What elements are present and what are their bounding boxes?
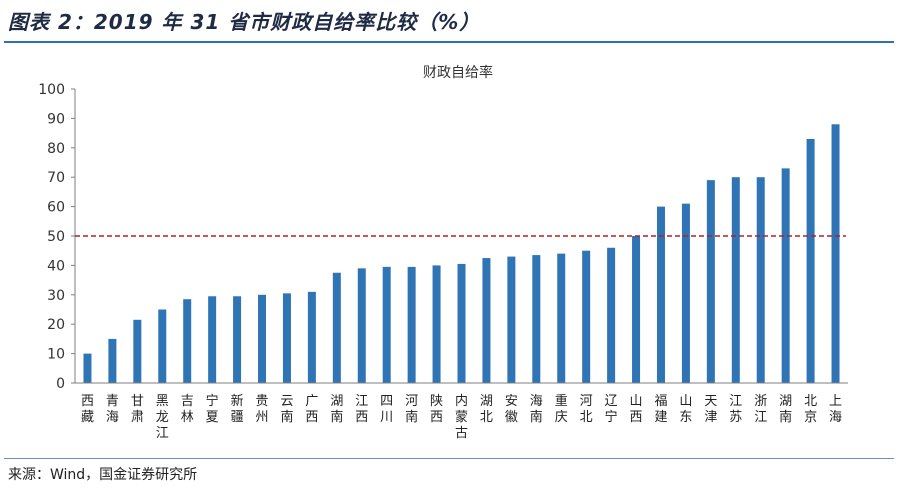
x-category-label: 天津: [704, 394, 717, 425]
y-tick-label: 30: [47, 288, 65, 304]
bar: [706, 180, 715, 383]
x-category-label: 福建: [654, 394, 667, 425]
bar: [831, 124, 840, 383]
x-category-label: 山东: [679, 394, 692, 425]
bar: [208, 296, 217, 383]
bar: [382, 266, 391, 383]
x-category-label: 新疆: [231, 393, 244, 425]
x-category-label: 西藏: [81, 394, 94, 425]
x-category-label: 安徽: [505, 394, 518, 425]
bar: [108, 338, 117, 383]
bar: [407, 266, 416, 383]
source-note: 来源：Wind，国金证券研究所: [8, 467, 198, 483]
y-tick-label: 0: [56, 376, 65, 392]
x-category-label: 江苏: [729, 394, 742, 425]
x-category-label: 广西: [305, 394, 318, 425]
chart-title: 财政自给率: [423, 64, 493, 81]
bar: [307, 291, 316, 383]
y-tick-label: 10: [47, 347, 65, 363]
figure-header: 图表 2：2019 年 31 省市财政自给率比较（%）: [0, 0, 898, 44]
bar: [258, 294, 267, 383]
x-category-label: 辽宁: [605, 394, 618, 425]
bar: [357, 268, 366, 383]
y-axis: 0 10 20 30 40 50 60 70 80 90 100: [38, 82, 76, 392]
figure-title: 图表 2：2019 年 31 省市财政自给率比较（%）: [8, 10, 481, 34]
bar: [83, 353, 92, 383]
x-category-label: 山西: [630, 394, 643, 425]
x-category-label: 甘肃: [131, 394, 144, 425]
x-category-label: 浙江: [754, 394, 767, 425]
bar: [731, 177, 740, 383]
footer-divider: [4, 458, 894, 459]
bar-series: [83, 124, 840, 383]
y-tick-label: 70: [47, 170, 65, 186]
x-category-label: 湖南: [330, 394, 343, 425]
x-category-label: 海南: [530, 394, 543, 425]
bar: [532, 255, 541, 383]
bar: [158, 309, 167, 383]
bar: [233, 296, 242, 383]
bar: [806, 138, 815, 383]
x-category-label: 湖南: [779, 394, 792, 425]
x-category-label: 湖北: [480, 394, 493, 425]
y-tick-label: 100: [38, 82, 65, 98]
x-category-label: 内蒙古: [455, 393, 468, 441]
bar: [332, 272, 341, 383]
x-category-label: 云南: [280, 394, 293, 425]
bar: [582, 250, 591, 383]
x-category-label: 江西: [355, 394, 368, 425]
y-tick-label: 90: [47, 111, 65, 127]
y-tick-label: 80: [47, 141, 65, 157]
x-category-label: 贵州: [256, 394, 269, 425]
bar: [557, 253, 566, 383]
y-tick-label: 40: [47, 258, 65, 274]
x-axis: 西藏青海甘肃黑龙江吉林宁夏新疆贵州云南广西湖南江西四川河南陕西内蒙古湖北安徽海南…: [75, 382, 848, 441]
bar: [756, 177, 765, 383]
x-category-label: 宁夏: [206, 393, 219, 425]
x-category-label: 河北: [580, 394, 593, 425]
bar: [457, 263, 466, 383]
x-category-label: 四川: [380, 394, 393, 425]
x-category-label: 陕西: [430, 394, 443, 425]
bar: [482, 258, 491, 383]
x-category-label: 吉林: [181, 394, 194, 425]
bar: [282, 293, 291, 383]
x-category-label: 重庆: [555, 393, 568, 425]
bar: [656, 206, 665, 383]
y-tick-label: 50: [47, 229, 65, 245]
header-divider: [4, 41, 894, 43]
bar: [607, 247, 616, 383]
bar: [432, 265, 441, 383]
x-category-label: 北京: [804, 394, 817, 425]
x-category-label: 河南: [405, 394, 418, 425]
x-category-label: 上海: [829, 394, 842, 425]
y-tick-label: 60: [47, 200, 65, 216]
x-category-label: 青海: [106, 394, 119, 425]
bar: [133, 319, 142, 383]
y-tick-label: 20: [47, 317, 65, 333]
bar: [507, 256, 516, 383]
bar: [681, 203, 690, 383]
bar: [183, 299, 192, 383]
x-category-label: 黑龙江: [156, 394, 169, 441]
bar: [632, 236, 641, 383]
bar: [781, 168, 790, 383]
